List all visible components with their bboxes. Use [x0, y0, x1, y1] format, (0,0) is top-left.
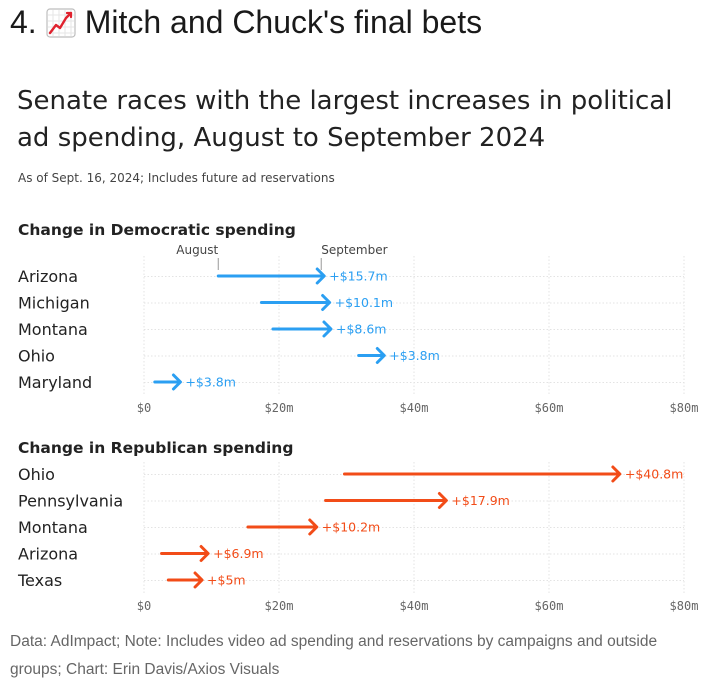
value-label-montana: +$8.6m — [336, 322, 386, 337]
x-tick-label: $0 — [137, 401, 151, 415]
state-label-arizona: Arizona — [18, 545, 78, 564]
value-label-ohio: +$3.8m — [389, 348, 439, 363]
arrow-head-pennsylvania — [437, 492, 448, 509]
section-title: Mitch and Chuck's final bets — [84, 4, 483, 40]
state-label-ohio: Ohio — [18, 465, 55, 484]
state-label-michigan: Michigan — [18, 294, 90, 313]
state-label-ohio: Ohio — [18, 347, 55, 366]
value-label-maryland: +$3.8m — [185, 375, 235, 390]
arrow-head-ohio — [611, 465, 622, 483]
panel-title: Change in Democratic spending — [18, 221, 296, 239]
annotation-start: August — [176, 243, 218, 257]
state-label-arizona: Arizona — [18, 267, 78, 286]
arrow-head-michigan — [321, 294, 332, 311]
x-tick-label: $80m — [670, 401, 699, 415]
value-label-arizona: +$15.7m — [329, 269, 387, 284]
value-label-pennsylvania: +$17.9m — [451, 493, 509, 508]
x-tick-label: $20m — [265, 599, 294, 613]
chart-title: Senate races with the largest increases … — [17, 86, 673, 153]
state-label-texas: Texas — [17, 571, 62, 590]
chart-subtitle: As of Sept. 16, 2024; Includes future ad… — [18, 171, 335, 185]
value-label-michigan: +$10.1m — [335, 295, 393, 310]
x-tick-label: $40m — [400, 401, 429, 415]
x-tick-label: $60m — [535, 401, 564, 415]
panel-title: Change in Republican spending — [18, 439, 293, 457]
x-tick-label: $40m — [400, 599, 429, 613]
section-number: 4. — [10, 4, 37, 40]
x-tick-label: $60m — [535, 599, 564, 613]
value-label-texas: +$5m — [207, 573, 246, 588]
democratic-spending-panel: Change in Democratic spending August Septe… — [0, 214, 706, 418]
x-tick-label: $80m — [670, 599, 699, 613]
section-heading: 4. Mitch and Chuck's final bets — [10, 4, 482, 41]
value-label-arizona: +$6.9m — [213, 546, 263, 561]
arrow-head-texas — [193, 571, 204, 589]
state-label-maryland: Maryland — [18, 373, 92, 392]
chart-increasing-icon — [45, 7, 77, 39]
value-label-montana: +$10.2m — [322, 520, 380, 535]
x-tick-label: $0 — [137, 599, 151, 613]
arrow-head-ohio — [375, 347, 386, 364]
value-label-ohio: +$40.8m — [625, 467, 683, 482]
arrow-head-maryland — [171, 373, 182, 391]
republican-spending-panel: Change in Republican spending Ohio +$40.8m… — [0, 432, 706, 618]
arrow-head-montana — [308, 518, 319, 536]
arrow-head-montana — [322, 320, 333, 338]
state-label-pennsylvania: Pennsylvania — [18, 492, 123, 511]
arrow-head-arizona — [199, 545, 210, 562]
state-label-montana: Montana — [18, 320, 88, 339]
state-label-montana: Montana — [18, 518, 88, 537]
x-tick-label: $20m — [265, 401, 294, 415]
arrow-head-arizona — [315, 267, 326, 285]
annotation-end: September — [321, 243, 387, 257]
chart-footer: Data: AdImpact; Note: Includes video ad … — [10, 633, 658, 678]
